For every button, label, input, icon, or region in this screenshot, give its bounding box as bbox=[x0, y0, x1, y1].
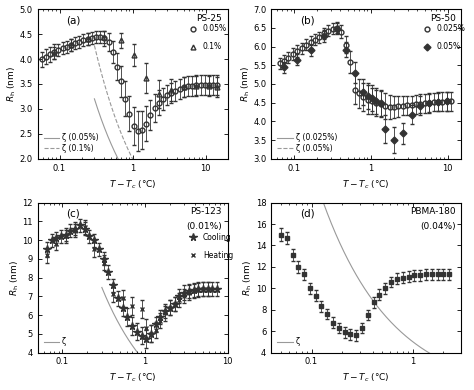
Legend: ζ (0.05%), ζ (0.1%): ζ (0.05%), ζ (0.1%) bbox=[41, 131, 101, 155]
Text: PBMA-180: PBMA-180 bbox=[410, 207, 456, 216]
Text: (b): (b) bbox=[300, 15, 314, 25]
Text: (0.04%): (0.04%) bbox=[420, 222, 456, 231]
Text: PS-25: PS-25 bbox=[196, 14, 222, 23]
Text: 0.025%: 0.025% bbox=[437, 24, 465, 33]
Text: (0.01%): (0.01%) bbox=[186, 222, 222, 231]
Text: Cooling: Cooling bbox=[203, 232, 232, 242]
Text: PS-123: PS-123 bbox=[191, 207, 222, 216]
Text: 0.1%: 0.1% bbox=[203, 42, 222, 51]
Y-axis label: $R_\mathrm{h}$ (nm): $R_\mathrm{h}$ (nm) bbox=[9, 260, 21, 296]
Text: (a): (a) bbox=[66, 15, 81, 25]
Y-axis label: $R_\mathrm{h}$ (nm): $R_\mathrm{h}$ (nm) bbox=[6, 66, 18, 102]
X-axis label: $T-T_c$ (°C): $T-T_c$ (°C) bbox=[342, 372, 390, 385]
Y-axis label: $R_\mathrm{h}$ (nm): $R_\mathrm{h}$ (nm) bbox=[239, 66, 252, 102]
Text: PS-50: PS-50 bbox=[430, 14, 456, 23]
Text: (d): (d) bbox=[300, 209, 314, 219]
Legend: ζ: ζ bbox=[275, 335, 302, 349]
X-axis label: $T-T_c$ (°C): $T-T_c$ (°C) bbox=[342, 178, 390, 191]
Text: 0.05%: 0.05% bbox=[203, 24, 227, 33]
Text: Heating: Heating bbox=[203, 251, 233, 260]
Legend: ζ (0.025%), ζ (0.05%): ζ (0.025%), ζ (0.05%) bbox=[275, 131, 339, 155]
X-axis label: $T-T_c$ (°C): $T-T_c$ (°C) bbox=[109, 178, 156, 191]
Text: (c): (c) bbox=[66, 209, 80, 219]
Text: 0.05%: 0.05% bbox=[437, 42, 461, 51]
Legend: ζ: ζ bbox=[41, 335, 68, 349]
Y-axis label: $R_\mathrm{h}$ (nm): $R_\mathrm{h}$ (nm) bbox=[242, 260, 254, 296]
X-axis label: $T-T_c$ (°C): $T-T_c$ (°C) bbox=[109, 372, 156, 385]
